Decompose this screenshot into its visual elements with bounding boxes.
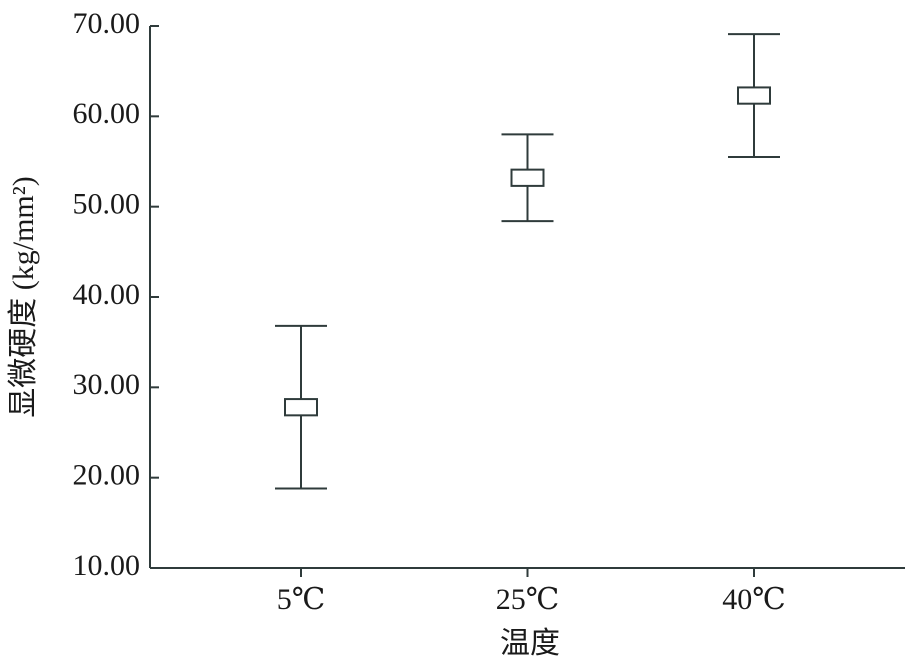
x-tick-label: 25℃ [496, 583, 560, 616]
box [284, 398, 318, 417]
y-tick-label: 10.00 [73, 549, 141, 582]
y-tick-label: 30.00 [73, 368, 141, 401]
x-tick-label: 40℃ [722, 583, 786, 616]
box [737, 86, 771, 105]
y-tick-label: 70.00 [73, 7, 141, 40]
y-tick-label: 50.00 [73, 188, 141, 221]
y-tick-label: 20.00 [73, 459, 141, 492]
y-tick-label: 40.00 [73, 278, 141, 311]
x-axis-label: 温度 [500, 627, 560, 660]
y-axis-label: 显微硬度 (kg/mm²) [7, 176, 40, 417]
x-tick-label: 5℃ [277, 583, 326, 616]
y-tick-label: 60.00 [73, 97, 141, 130]
box [510, 168, 545, 187]
